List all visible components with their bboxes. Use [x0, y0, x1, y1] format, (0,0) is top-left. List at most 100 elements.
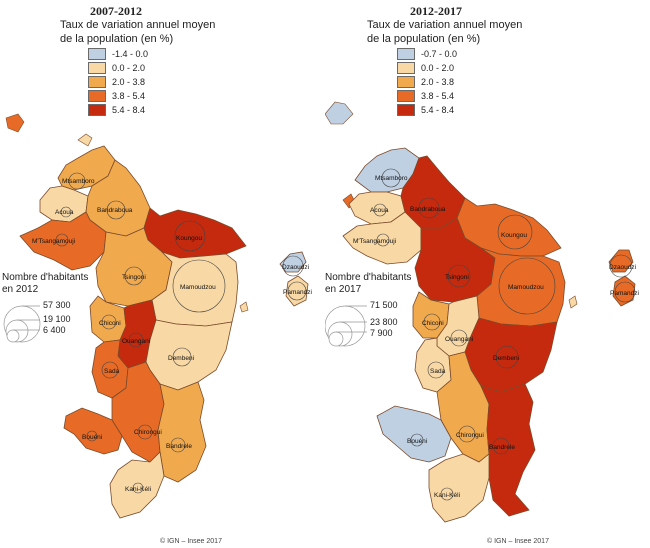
circle-mtsangamouji	[55, 233, 69, 247]
label-bandraboua: Bandraboua	[410, 206, 446, 213]
panel-title: 2012-2017	[410, 4, 462, 18]
map-svg: Mtsamboro Acoua Bandraboua M'Tsangamouji…	[3, 113, 312, 519]
legend-label: 0.0 - 2.0	[421, 63, 455, 73]
legend-title-line-2: de la population (en %)	[60, 33, 174, 45]
circle-koungou	[174, 220, 206, 252]
legend-item: 3.8 - 5.4	[397, 89, 457, 103]
label-chiconi: Chiconi	[422, 320, 444, 327]
circle-legend-value: 71 500	[370, 300, 398, 310]
label-tsingoni: Tsingoni	[445, 274, 469, 281]
islet-east	[239, 301, 249, 313]
label-bandrele: Bandrele	[489, 444, 515, 451]
label-mtsangamouji: M'Tsangamouji	[32, 238, 75, 245]
map-panel-2012-2017: 2012-2017 Taux de variation annuel moyen…	[325, 0, 650, 548]
legend-title: Taux de variation annuel moyen de la pop…	[60, 18, 260, 46]
circle-dzaoudzi	[282, 255, 304, 277]
label-boueni: Bouéni	[407, 438, 427, 445]
legend-title: Taux de variation annuel moyen de la pop…	[367, 18, 567, 46]
label-chiconi: Chiconi	[99, 320, 121, 327]
label-bandraboua: Bandraboua	[97, 207, 133, 214]
label-bandrele: Bandrele	[166, 443, 192, 450]
circle-mamoudzou	[172, 259, 226, 313]
circle-mtsamboro	[68, 172, 86, 190]
circle-bandrele	[170, 437, 186, 453]
legend-label: -0.7 - 0.0	[421, 49, 458, 59]
label-mtsamboro: Mtsamboro	[62, 178, 95, 185]
circle-legend-title-line-1: Nombre d'habitants	[325, 272, 412, 283]
commune-bandrele	[157, 381, 207, 483]
commune-kani-keli	[428, 453, 490, 523]
circle-legend-value: 19 100	[43, 314, 71, 324]
label-chirongui: Chirongui	[134, 429, 162, 436]
legend-label: 2.0 - 3.8	[112, 77, 146, 87]
legend-swatch	[397, 48, 415, 60]
label-acoua: Acoua	[370, 207, 389, 214]
legend-swatch	[88, 90, 106, 102]
circle-ouangani	[450, 329, 468, 347]
islet-west	[5, 113, 25, 133]
circle-koungou	[497, 214, 533, 250]
circle-legend-value: 6 400	[43, 325, 66, 335]
circle-sada	[101, 361, 119, 379]
legend-label: 3.8 - 5.4	[112, 91, 146, 101]
commune-dzaoudzi	[608, 249, 634, 273]
legend-title-line-2: de la population (en %)	[367, 33, 481, 45]
circle-bandraboua	[418, 197, 440, 219]
legend-item: 3.8 - 5.4	[88, 89, 148, 103]
map-panel-2007-2012: 2007-2012 Taux de variation annuel moyen…	[2, 4, 312, 545]
circle-legend-value: 7 900	[370, 328, 393, 338]
legend-title-line-1: Taux de variation annuel moyen	[367, 19, 523, 31]
label-acoua: Acoua	[55, 209, 74, 216]
legend-title-line-1: Taux de variation annuel moyen	[60, 19, 216, 31]
copyright: © IGN – Insee 2017	[487, 538, 549, 545]
label-sada: Sada	[104, 368, 120, 375]
legend-item: 0.0 - 2.0	[397, 61, 457, 75]
copyright: © IGN – Insee 2017	[160, 538, 222, 545]
population-circles	[373, 168, 636, 501]
legend-swatch	[397, 90, 415, 102]
legend: -0.7 - 0.0 0.0 - 2.0 2.0 - 3.8 3.8 - 5.4…	[397, 47, 457, 117]
label-ouangani: Ouangani	[445, 336, 473, 343]
circle-legend-title-line-2: en 2012	[2, 284, 39, 295]
label-sada: Sada	[430, 368, 446, 375]
circle-chirongui	[458, 425, 476, 443]
legend: -1.4 - 0.0 0.0 - 2.0 2.0 - 3.8 3.8 - 5.4…	[88, 47, 148, 117]
circle-mamoudzou	[498, 257, 556, 315]
label-koungou: Koungou	[501, 232, 527, 239]
label-dembeni: Dembeni	[493, 355, 519, 362]
label-chirongui: Chirongui	[456, 432, 484, 439]
legend-label: 0.0 - 2.0	[112, 63, 146, 73]
label-mamoudzou: Mamoudzou	[180, 284, 216, 291]
circle-acoua	[60, 206, 72, 218]
circle-legend-title: Nombre d'habitants en 2012	[2, 272, 112, 296]
circle-pamandzi	[614, 281, 636, 303]
circle-mtsangamouji	[376, 233, 390, 247]
circle-legend	[3, 305, 41, 343]
legend-swatch	[88, 62, 106, 74]
legend-label: -1.4 - 0.0	[112, 49, 149, 59]
label-dzaoudzi: Dzaoudzi	[609, 264, 636, 271]
label-mamoudzou: Mamoudzou	[508, 284, 544, 291]
circle-legend-value: 23 800	[370, 317, 398, 327]
legend-item: 5.4 - 8.4	[397, 103, 457, 117]
label-boueni: Bouéni	[82, 434, 102, 441]
circle-bandrele	[492, 437, 510, 455]
legend-item: 5.4 - 8.4	[88, 103, 148, 117]
circle-bandraboua	[106, 200, 126, 220]
commune-boueni	[376, 405, 452, 463]
legend-label: 5.4 - 8.4	[421, 105, 455, 115]
legend-item: -0.7 - 0.0	[397, 47, 457, 61]
circle-pamandzi	[287, 281, 307, 301]
legend-item: 0.0 - 2.0	[88, 61, 148, 75]
circle-chiconi	[423, 313, 441, 331]
legend-label: 2.0 - 3.8	[421, 77, 455, 87]
islet-north	[77, 133, 93, 147]
label-pamandzi: Pamandzi	[610, 290, 639, 297]
islet-east	[568, 295, 578, 309]
circle-dembeni	[495, 345, 519, 369]
circle-boueni	[86, 430, 98, 442]
circle-legend-title-line-1: Nombre d'habitants	[2, 272, 89, 283]
label-kani-keli: Kani-Kéli	[434, 492, 460, 499]
population-circles	[55, 172, 307, 494]
label-mtsangamouji: M'Tsangamouji	[353, 238, 396, 245]
